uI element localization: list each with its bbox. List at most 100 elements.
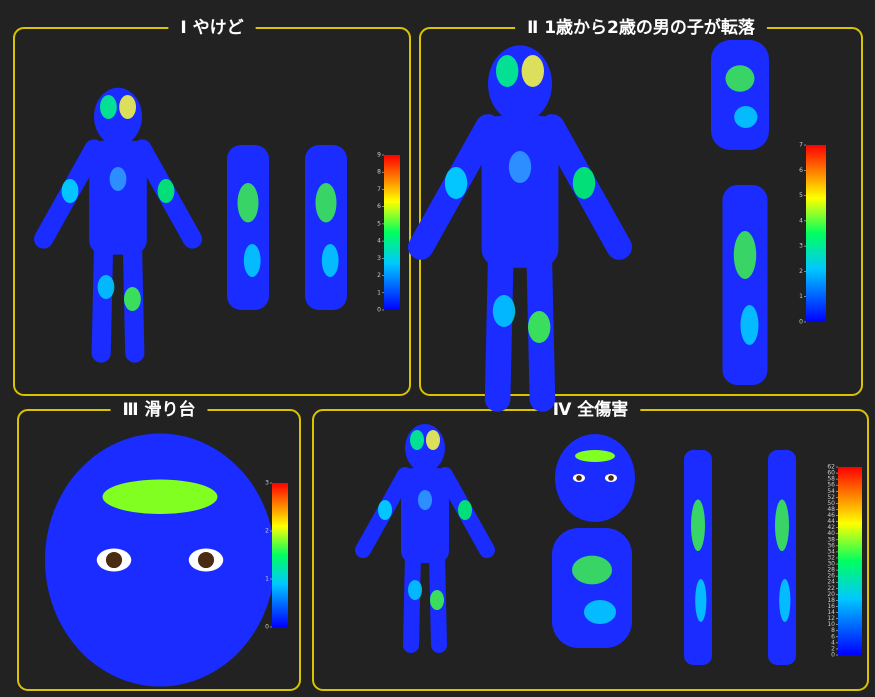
heat-spot <box>492 295 516 327</box>
tick-label: 1 <box>377 289 381 296</box>
tick-label: 12 <box>827 615 835 622</box>
heat-spot <box>378 500 392 520</box>
tick-label: 6 <box>377 203 381 210</box>
heat-spot <box>100 95 117 119</box>
tick-label: 2 <box>377 272 381 279</box>
panel-title: Ⅳ 全傷害 <box>553 399 629 420</box>
torso <box>89 140 147 255</box>
tick-label: 42 <box>827 524 835 531</box>
side-view <box>552 528 632 648</box>
tick-label: 46 <box>827 512 835 519</box>
pupil <box>576 475 582 481</box>
tick-label: 62 <box>827 464 835 471</box>
tick-label: 0 <box>377 307 381 314</box>
tick-label: 20 <box>827 591 835 598</box>
heat-spot <box>410 430 424 450</box>
title-backing <box>110 400 208 420</box>
tick-label: 40 <box>827 530 835 537</box>
tick-label: 34 <box>827 548 835 555</box>
tick-label: 4 <box>799 217 803 224</box>
head <box>405 424 445 472</box>
heat-spot <box>740 305 759 345</box>
heat-spot <box>584 600 616 624</box>
tick-label: 28 <box>827 567 835 574</box>
heat-spot <box>572 555 612 585</box>
tick-label: 58 <box>827 476 835 483</box>
tick-label: 36 <box>827 542 835 549</box>
torso <box>481 115 559 268</box>
tick-label: 1 <box>799 293 803 300</box>
face <box>555 434 635 522</box>
heat-spot <box>418 490 432 510</box>
colorbar <box>384 155 400 310</box>
tick-label: 3 <box>265 480 269 487</box>
heat-spot <box>426 430 440 450</box>
tick-label: 38 <box>827 536 835 543</box>
tick-label: 30 <box>827 561 835 568</box>
tick-label: 0 <box>265 624 269 631</box>
heat-spot <box>61 179 79 203</box>
heat-spot <box>102 479 218 514</box>
body-figure <box>408 45 632 412</box>
torso <box>401 468 449 563</box>
tick-label: 2 <box>831 645 835 652</box>
head <box>94 87 142 146</box>
tick-label: 8 <box>831 627 835 634</box>
pupil <box>608 475 614 481</box>
tick-label: 3 <box>799 243 803 250</box>
tick-label: 8 <box>377 169 381 176</box>
heat-spot <box>408 580 422 600</box>
heat-spot <box>315 182 337 223</box>
heat-spot <box>157 179 175 203</box>
tick-label: 52 <box>827 494 835 501</box>
tick-label: 16 <box>827 603 835 610</box>
tick-label: 26 <box>827 573 835 580</box>
heat-spot <box>572 167 596 199</box>
heat-spot <box>725 65 755 92</box>
heat-spot <box>321 244 339 277</box>
tick-label: 18 <box>827 597 835 604</box>
heat-spot <box>123 287 141 311</box>
tick-label: 1 <box>265 576 269 583</box>
tick-label: 2 <box>799 268 803 275</box>
heat-spot <box>695 579 707 622</box>
tick-label: 50 <box>827 500 835 507</box>
tick-label: 60 <box>827 470 835 477</box>
heat-spot <box>243 244 261 277</box>
panel-title: Ⅰ やけど <box>180 18 243 38</box>
tick-label: 24 <box>827 579 835 586</box>
tick-label: 22 <box>827 585 835 592</box>
tick-label: 4 <box>377 238 381 245</box>
heat-spot <box>734 106 758 128</box>
tick-label: 32 <box>827 554 835 561</box>
side-view <box>711 40 769 150</box>
tick-label: 5 <box>799 192 803 199</box>
heat-spot <box>575 450 615 462</box>
heat-spot <box>109 167 127 191</box>
face <box>45 433 275 687</box>
tick-label: 48 <box>827 506 835 513</box>
panel-title: Ⅱ 1歳から2歳の男の子が転落 <box>527 17 756 38</box>
side-view <box>227 145 269 310</box>
head <box>488 45 552 123</box>
tick-label: 5 <box>377 220 381 227</box>
side-view <box>722 185 768 385</box>
colorbar <box>806 145 826 322</box>
heat-spot <box>779 579 791 622</box>
heat-spot <box>237 182 259 223</box>
heat-spot <box>496 55 519 87</box>
heat-spot <box>521 55 544 87</box>
tick-label: 3 <box>377 255 381 262</box>
tick-label: 56 <box>827 482 835 489</box>
heat-spot <box>97 275 115 299</box>
heat-spot <box>775 499 789 552</box>
tick-label: 14 <box>827 609 835 616</box>
tick-label: 2 <box>265 528 269 535</box>
side-view <box>305 145 347 310</box>
heat-spot <box>691 499 705 552</box>
tick-label: 54 <box>827 488 835 495</box>
heat-spot <box>528 311 551 343</box>
heat-spot <box>430 590 444 610</box>
